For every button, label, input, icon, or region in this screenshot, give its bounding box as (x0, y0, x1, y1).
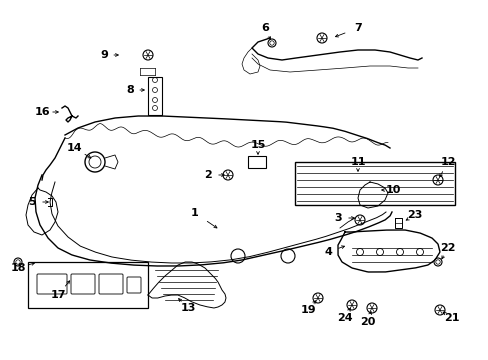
Text: 12: 12 (439, 157, 455, 167)
Text: 17: 17 (50, 290, 65, 300)
Text: 13: 13 (180, 303, 195, 313)
Text: 24: 24 (337, 313, 352, 323)
Text: 19: 19 (300, 305, 315, 315)
Text: 10: 10 (385, 185, 400, 195)
Text: 18: 18 (10, 263, 26, 273)
Bar (28, 262, 148, 308)
Text: 20: 20 (360, 317, 375, 327)
Text: 14: 14 (67, 143, 82, 153)
Text: 8: 8 (126, 85, 134, 95)
Text: 16: 16 (34, 107, 50, 117)
Bar (148, 77, 162, 115)
Text: 3: 3 (333, 213, 341, 223)
Text: 22: 22 (439, 243, 455, 253)
Text: 1: 1 (191, 208, 199, 218)
Text: 11: 11 (349, 157, 365, 167)
Text: 6: 6 (261, 23, 268, 33)
Bar (247, 156, 265, 168)
Text: 4: 4 (324, 247, 331, 257)
Bar (294, 162, 454, 205)
Text: 2: 2 (203, 170, 211, 180)
Text: 7: 7 (353, 23, 361, 33)
Text: 15: 15 (250, 140, 265, 150)
Text: 9: 9 (100, 50, 108, 60)
Text: 5: 5 (28, 197, 36, 207)
Text: 23: 23 (407, 210, 422, 220)
Text: 21: 21 (443, 313, 459, 323)
